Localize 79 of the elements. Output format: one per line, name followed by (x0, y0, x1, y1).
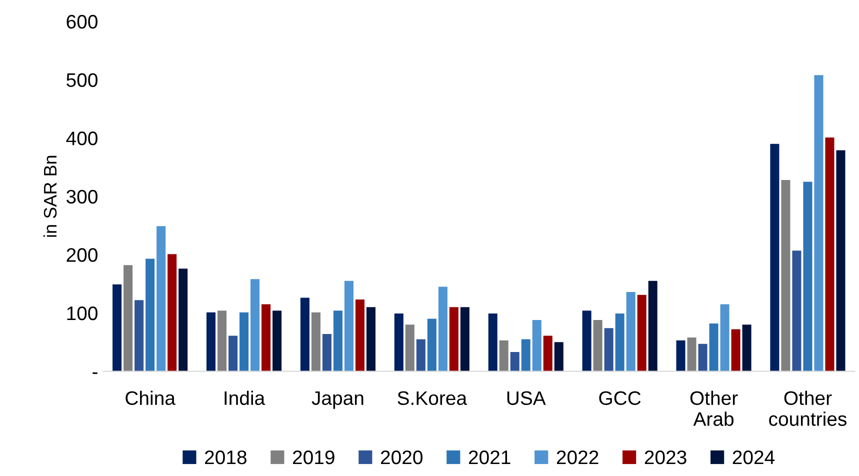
bar (134, 300, 144, 372)
bar (156, 226, 166, 372)
bar (488, 314, 498, 372)
bar (709, 323, 718, 372)
bar (449, 307, 458, 372)
bar (427, 318, 436, 372)
y-tick-label: 200 (66, 248, 98, 262)
bar (206, 312, 216, 372)
x-tick-label: Other Arab (690, 390, 738, 426)
bar (250, 279, 260, 372)
bar (698, 344, 708, 372)
bar (146, 258, 155, 372)
y-tick-label: 500 (66, 73, 98, 87)
bar (322, 334, 332, 372)
bar (731, 329, 740, 372)
x-tick-label: China (126, 390, 176, 406)
bar (168, 254, 177, 372)
x-tick-label: S.Korea (398, 391, 468, 406)
bar (593, 320, 602, 372)
bar (836, 150, 846, 372)
bar (333, 310, 342, 372)
bar (626, 292, 636, 372)
bar (438, 286, 448, 372)
bar (239, 312, 249, 372)
y-tick-label: - (92, 372, 98, 374)
legend-label: 2022 (556, 450, 598, 464)
legend-label: 2024 (732, 450, 775, 464)
y-tick-label: 400 (66, 132, 98, 146)
bar (720, 304, 730, 372)
bar (405, 324, 414, 372)
y-tick-label: 100 (67, 306, 98, 320)
bar (521, 339, 530, 372)
bar (272, 310, 282, 372)
bar (532, 320, 542, 372)
bar (543, 336, 552, 372)
bar (460, 307, 470, 372)
bar (217, 310, 227, 372)
legend-label: 2018 (205, 450, 246, 464)
y-axis-title: in SAR Bn (43, 156, 57, 237)
bar (781, 180, 790, 372)
y-tick-label: 600 (66, 14, 98, 29)
bar (228, 336, 238, 372)
bar (300, 298, 310, 372)
bar (554, 342, 564, 372)
bar (803, 182, 812, 372)
bar (311, 312, 320, 372)
bar (416, 339, 426, 372)
y-tick-label: 300 (66, 190, 98, 204)
legend-label: 2020 (380, 450, 422, 464)
bar (615, 314, 624, 372)
x-tick-label: Other countries (769, 390, 846, 426)
bar (637, 294, 646, 372)
x-tick-label: USA (507, 391, 546, 406)
bar (648, 280, 658, 372)
bar (792, 250, 802, 372)
bar (344, 280, 354, 372)
bar (178, 268, 188, 372)
bar (582, 310, 592, 372)
bar (499, 340, 508, 372)
x-tick-label: Japan (312, 391, 364, 409)
x-tick-label: India (224, 390, 266, 406)
bar (676, 340, 686, 372)
legend-label: 2019 (292, 450, 334, 464)
bar (604, 328, 614, 372)
x-tick-label: GCC (599, 391, 641, 406)
bar (742, 324, 752, 372)
bar (262, 304, 271, 372)
legend-label: 2023 (644, 450, 686, 464)
bar (687, 337, 696, 372)
legend-label: 2021 (468, 450, 510, 464)
bar (112, 284, 122, 372)
bar (814, 75, 824, 372)
bar (825, 137, 834, 372)
bar (124, 265, 133, 372)
bar (366, 307, 376, 372)
bar (770, 144, 780, 372)
bar (510, 352, 520, 372)
bar (394, 314, 404, 372)
bar (355, 300, 364, 372)
